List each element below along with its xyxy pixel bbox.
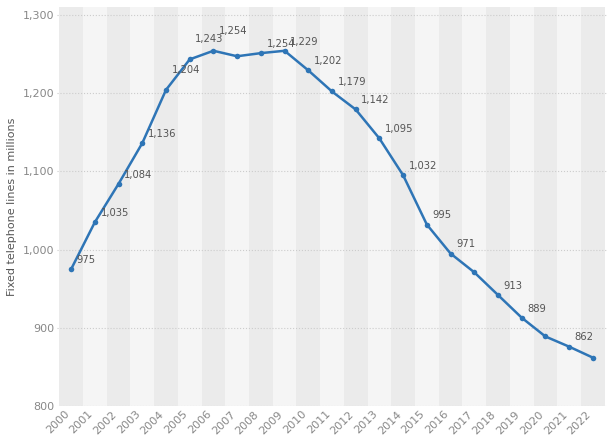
Bar	[558, 7, 581, 406]
Point	[422, 221, 432, 228]
Text: 1,202: 1,202	[314, 56, 343, 66]
Point	[138, 140, 147, 147]
Bar	[154, 7, 178, 406]
Bar	[438, 7, 462, 406]
Point	[303, 67, 313, 74]
Point	[375, 135, 384, 142]
Text: 913: 913	[503, 281, 523, 291]
Bar	[486, 7, 510, 406]
Text: 1,084: 1,084	[124, 170, 152, 180]
Point	[398, 172, 408, 179]
Bar	[225, 7, 249, 406]
Point	[517, 314, 527, 321]
Point	[564, 343, 574, 350]
Point	[446, 250, 456, 257]
Point	[114, 180, 123, 187]
Text: 995: 995	[432, 210, 451, 220]
Text: 1,035: 1,035	[101, 208, 129, 218]
Bar	[107, 7, 130, 406]
Bar	[368, 7, 391, 406]
Text: 1,243: 1,243	[195, 34, 223, 44]
Text: 1,032: 1,032	[409, 161, 437, 171]
Text: 1,179: 1,179	[338, 78, 366, 87]
Text: 862: 862	[575, 333, 594, 342]
Bar	[391, 7, 415, 406]
Text: 975: 975	[77, 255, 96, 265]
Bar	[534, 7, 558, 406]
Text: 1,136: 1,136	[148, 129, 176, 139]
Bar	[510, 7, 534, 406]
Text: 1,254: 1,254	[219, 26, 247, 35]
Point	[232, 53, 242, 60]
Point	[493, 291, 503, 299]
Bar	[320, 7, 344, 406]
Point	[540, 333, 550, 340]
Point	[256, 50, 266, 57]
Point	[185, 56, 195, 63]
Point	[469, 269, 479, 276]
Point	[66, 266, 76, 273]
Bar	[415, 7, 438, 406]
Point	[209, 47, 219, 54]
Bar	[462, 7, 486, 406]
Text: 1,204: 1,204	[171, 65, 200, 74]
Point	[279, 47, 289, 54]
Text: 1,142: 1,142	[361, 95, 390, 105]
Text: 889: 889	[527, 303, 546, 314]
Bar	[297, 7, 320, 406]
Bar	[130, 7, 154, 406]
Bar	[344, 7, 368, 406]
Text: 1,229: 1,229	[290, 37, 319, 47]
Point	[588, 354, 598, 361]
Text: 971: 971	[456, 239, 475, 249]
Point	[351, 106, 360, 113]
Bar	[83, 7, 107, 406]
Point	[90, 219, 99, 226]
Point	[327, 88, 337, 95]
Bar	[273, 7, 297, 406]
Bar	[60, 7, 83, 406]
Bar	[178, 7, 201, 406]
Bar	[201, 7, 225, 406]
Bar	[249, 7, 273, 406]
Bar	[581, 7, 605, 406]
Text: 1,095: 1,095	[385, 124, 413, 134]
Y-axis label: Fixed telephone lines in millions: Fixed telephone lines in millions	[7, 117, 17, 296]
Point	[161, 86, 171, 93]
Text: 1,254: 1,254	[266, 39, 295, 49]
